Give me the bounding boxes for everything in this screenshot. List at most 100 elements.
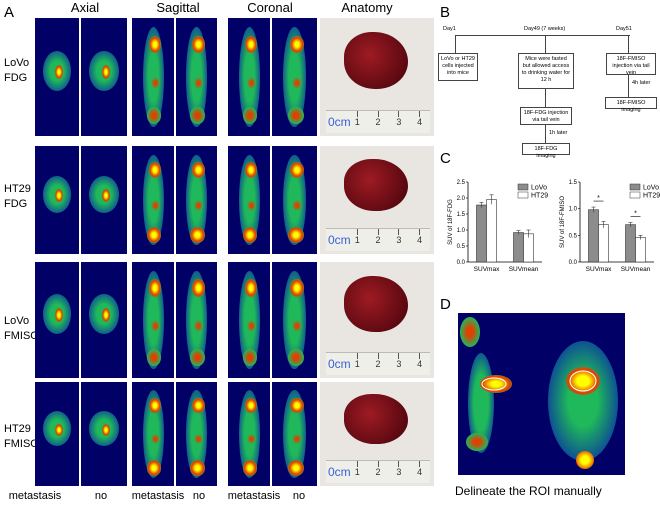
bar-lovo	[476, 204, 487, 263]
y-tick-label: 1.0	[569, 207, 578, 213]
flow-day49: Day49 (7 weeks)	[524, 26, 566, 32]
pet-scan-r1-c4	[176, 18, 217, 136]
flow-arrow-4h: 4h later	[632, 80, 651, 86]
flow-day1: Day1	[443, 26, 456, 32]
pet-scan-r1-c1	[35, 18, 79, 136]
pet-scan-r3-c4	[176, 262, 217, 378]
ruler-number: 4	[417, 467, 423, 477]
bottom-label-no-axial: no	[94, 490, 108, 502]
pet-scan-r2-c4	[176, 146, 217, 254]
ruler-unit: 0cm	[328, 465, 351, 479]
y-tick-label: 0.0	[569, 260, 578, 266]
ruler-number: 2	[375, 117, 381, 127]
flow-box-fmiso-imaging: 18F-FMISO imaging	[605, 97, 657, 113]
pet-scan-r3-c6	[272, 262, 317, 378]
pet-scan-r4-c4	[176, 382, 217, 486]
ruler-number: 4	[417, 235, 423, 245]
panel-letter-d: D	[440, 296, 451, 313]
ruler-tick	[356, 229, 358, 235]
legend-swatch-ht29	[517, 191, 529, 199]
y-tick-label: 0.0	[457, 260, 466, 266]
x-tick-label: SUVmean	[509, 266, 539, 273]
pet-scan-r2-c1	[35, 146, 79, 254]
bottom-label-metastasis-axial: metastasis	[8, 490, 62, 502]
ruler-number: 3	[396, 467, 402, 477]
pet-scan-r1-c6	[272, 18, 317, 136]
ruler-number: 1	[354, 467, 360, 477]
roi-outline-left	[481, 377, 507, 391]
x-tick-label: SUVmax	[474, 266, 500, 273]
ruler-number: 4	[417, 359, 423, 369]
x-tick-label: SUVmax	[586, 266, 612, 273]
ruler-tick	[356, 111, 358, 117]
bar-ht29	[598, 224, 609, 263]
pet-scan-r2-c3	[132, 146, 174, 254]
y-tick-label: 2.0	[457, 196, 466, 202]
ruler-tick	[398, 353, 400, 359]
flow-box-fdg-imaging: 18F-FDG imaging	[522, 143, 570, 159]
y-axis-label: SUV of 18F-FMISO	[560, 196, 566, 248]
ruler: 0cm 1 2 3 4	[326, 110, 430, 133]
panel-letter-b: B	[440, 4, 451, 21]
flow-box-cells-injected: LoVo or HT29 cells injected into mice	[438, 53, 478, 81]
flow-arrow-1h: 1h later	[549, 130, 568, 136]
row-label-3: LoVo FMISO	[4, 315, 39, 342]
y-axis-label: SUV of 18F-FDG	[448, 199, 454, 245]
ruler-number: 3	[396, 359, 402, 369]
flow-day51: Day51	[616, 26, 632, 32]
ruler-tick	[377, 461, 379, 467]
ruler-tick	[419, 461, 421, 467]
y-tick-label: 0.5	[457, 244, 466, 250]
flow-box-fasting: Mice were fasted but allowed access to d…	[518, 53, 574, 89]
bottom-label-metastasis-sagittal: metastasis	[131, 490, 185, 502]
ruler-tick	[377, 111, 379, 117]
panel-d-caption: Delineate the ROI manually	[455, 484, 602, 498]
liver-specimen	[344, 158, 408, 211]
ruler-unit: 0cm	[328, 357, 351, 371]
ruler-tick	[377, 229, 379, 235]
bar-ht29	[635, 237, 646, 263]
flow-box-fmiso-injection: 18F-FMISO injection via tail vein	[606, 53, 656, 76]
timeline-line	[455, 35, 630, 36]
pet-scan-r2-c2	[81, 146, 127, 254]
row-label-2: HT29 FDG	[4, 183, 31, 210]
bar-ht29	[523, 233, 534, 263]
bar-lovo	[513, 232, 524, 263]
legend-label-lovo: LoVo	[531, 185, 547, 192]
row-label-4: HT29 FMISO	[4, 423, 39, 450]
legend-label-ht29: HT29	[531, 193, 548, 200]
ruler-number: 3	[396, 117, 402, 127]
pet-scan-r1-c5	[228, 18, 270, 136]
column-header-axial: Axial	[70, 0, 100, 15]
ruler-tick	[398, 461, 400, 467]
ruler-number: 2	[375, 467, 381, 477]
ruler-tick	[419, 229, 421, 235]
bottom-label-no-sagittal: no	[192, 490, 206, 502]
pet-scan-r1-c3	[132, 18, 174, 136]
roi-sagittal-image	[458, 313, 538, 475]
pet-scan-r4-c6	[272, 382, 317, 486]
ruler-tick	[419, 353, 421, 359]
bottom-label-metastasis-coronal: metastasis	[227, 490, 281, 502]
ruler-number: 1	[354, 235, 360, 245]
ruler-number: 4	[417, 117, 423, 127]
legend-label-ht29: HT29	[643, 193, 660, 200]
row-label-1: LoVo FDG	[4, 57, 30, 84]
y-tick-label: 2.5	[457, 180, 466, 186]
legend-swatch-lovo	[629, 183, 641, 191]
pet-scan-r3-c2	[81, 262, 127, 378]
liver-specimen	[344, 275, 408, 332]
ruler-tick	[356, 353, 358, 359]
bar-lovo	[588, 209, 599, 263]
y-tick-label: 1.5	[457, 212, 466, 218]
pet-scan-r3-c5	[228, 262, 270, 378]
y-tick-label: 0.5	[569, 233, 578, 239]
ruler-tick	[398, 229, 400, 235]
bar-ht29	[486, 199, 497, 263]
ruler-number: 2	[375, 235, 381, 245]
ruler-tick	[419, 111, 421, 117]
pet-scan-r4-c5	[228, 382, 270, 486]
column-header-coronal: Coronal	[247, 0, 293, 15]
significance-star: *	[634, 211, 637, 218]
pet-scan-r3-c1	[35, 262, 79, 378]
